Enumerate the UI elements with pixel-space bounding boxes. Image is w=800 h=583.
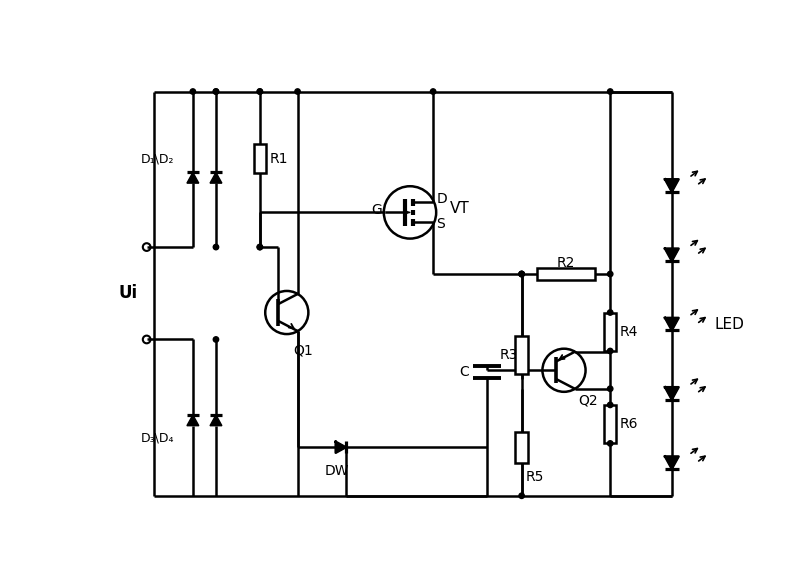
Text: VT: VT: [450, 201, 470, 216]
Polygon shape: [187, 173, 198, 183]
Polygon shape: [187, 415, 198, 426]
Circle shape: [214, 89, 218, 94]
Circle shape: [519, 493, 524, 498]
Circle shape: [607, 271, 613, 277]
Bar: [515, 432, 528, 463]
Circle shape: [519, 271, 524, 277]
Circle shape: [257, 89, 262, 94]
Text: D₁\D₂: D₁\D₂: [141, 152, 174, 165]
Text: R6: R6: [619, 417, 638, 431]
Text: S: S: [436, 217, 445, 231]
Text: R3: R3: [499, 348, 518, 362]
Text: Ui: Ui: [119, 285, 138, 302]
Bar: [515, 336, 528, 374]
Circle shape: [430, 89, 436, 94]
Text: LED: LED: [714, 317, 744, 332]
Polygon shape: [336, 442, 346, 453]
Circle shape: [607, 386, 613, 391]
Text: Q1: Q1: [293, 343, 313, 357]
Circle shape: [519, 271, 524, 277]
Polygon shape: [665, 180, 678, 192]
Circle shape: [607, 348, 613, 354]
Bar: [254, 144, 266, 173]
Text: DW: DW: [325, 464, 349, 478]
Text: R1: R1: [270, 152, 288, 166]
Bar: [604, 405, 616, 444]
Bar: [604, 312, 616, 351]
Text: D: D: [436, 192, 447, 206]
Text: R4: R4: [619, 325, 638, 339]
Text: C: C: [458, 365, 469, 379]
Circle shape: [214, 244, 218, 250]
Text: R2: R2: [557, 257, 575, 271]
Circle shape: [607, 402, 613, 408]
Text: G: G: [371, 203, 382, 217]
Text: R5: R5: [526, 470, 544, 484]
Circle shape: [190, 89, 195, 94]
Circle shape: [519, 271, 524, 277]
Polygon shape: [210, 173, 222, 183]
Text: Q2: Q2: [578, 394, 598, 408]
Circle shape: [295, 89, 300, 94]
Circle shape: [607, 441, 613, 446]
Polygon shape: [210, 415, 222, 426]
Polygon shape: [665, 318, 678, 330]
Circle shape: [257, 89, 262, 94]
Polygon shape: [665, 248, 678, 261]
Circle shape: [214, 89, 218, 94]
Polygon shape: [665, 456, 678, 469]
Circle shape: [257, 244, 262, 250]
Polygon shape: [665, 387, 678, 399]
Circle shape: [607, 310, 613, 315]
Text: D₃\D₄: D₃\D₄: [141, 431, 174, 444]
Bar: [537, 268, 595, 280]
Circle shape: [257, 244, 262, 250]
Circle shape: [214, 337, 218, 342]
Circle shape: [607, 89, 613, 94]
